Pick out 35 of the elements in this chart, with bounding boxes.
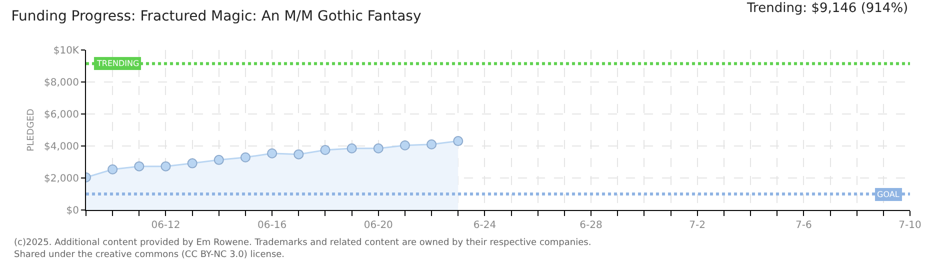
point — [294, 149, 304, 160]
y-axis-title: PLEDGED — [26, 108, 36, 152]
point — [160, 161, 171, 172]
y-tick-label: $2,000 — [44, 174, 79, 184]
y-tick-label: $8,000 — [44, 78, 79, 88]
point — [187, 158, 198, 168]
x-tick-label: 7-2 — [689, 220, 706, 231]
ref-line-label: GOAL — [877, 190, 900, 199]
y-tick-label: $10K — [53, 46, 80, 56]
point — [267, 148, 278, 158]
y-tick-label: $6,000 — [44, 110, 79, 120]
point — [134, 161, 144, 172]
x-tick-label: 06-16 — [258, 220, 287, 231]
text: Trending: $9,146 (914%) — [746, 1, 908, 16]
x-tick-label: 7-10 — [898, 220, 922, 231]
point — [346, 143, 357, 154]
text: Shared under the creative commons (CC BY-NC 3.0) license. — [14, 250, 285, 260]
x-tick-label: 6-28 — [580, 220, 602, 231]
text: (c)2025. Additional content provided by Em Rowene. Trademarks and related content are owned by their respective companies. — [14, 238, 592, 248]
point — [426, 139, 437, 150]
point — [108, 164, 118, 174]
point — [214, 154, 224, 165]
y-tick-label: $0 — [66, 206, 79, 216]
x-tick-label: 7-6 — [796, 220, 812, 231]
chart-title: Funding Progress: Fractured Magic: An M/M Gothic Fantasy — [11, 8, 422, 25]
point — [400, 140, 410, 150]
ref-line-label: TRENDING — [96, 59, 140, 68]
x-tick-label: 06-12 — [151, 220, 180, 231]
point — [320, 145, 330, 155]
y-tick-label: $4,000 — [44, 142, 79, 152]
x-tick-label: 6-24 — [473, 220, 496, 231]
point — [373, 143, 384, 154]
x-tick-label: 06-20 — [364, 220, 393, 231]
point — [453, 136, 464, 146]
point — [240, 152, 250, 162]
